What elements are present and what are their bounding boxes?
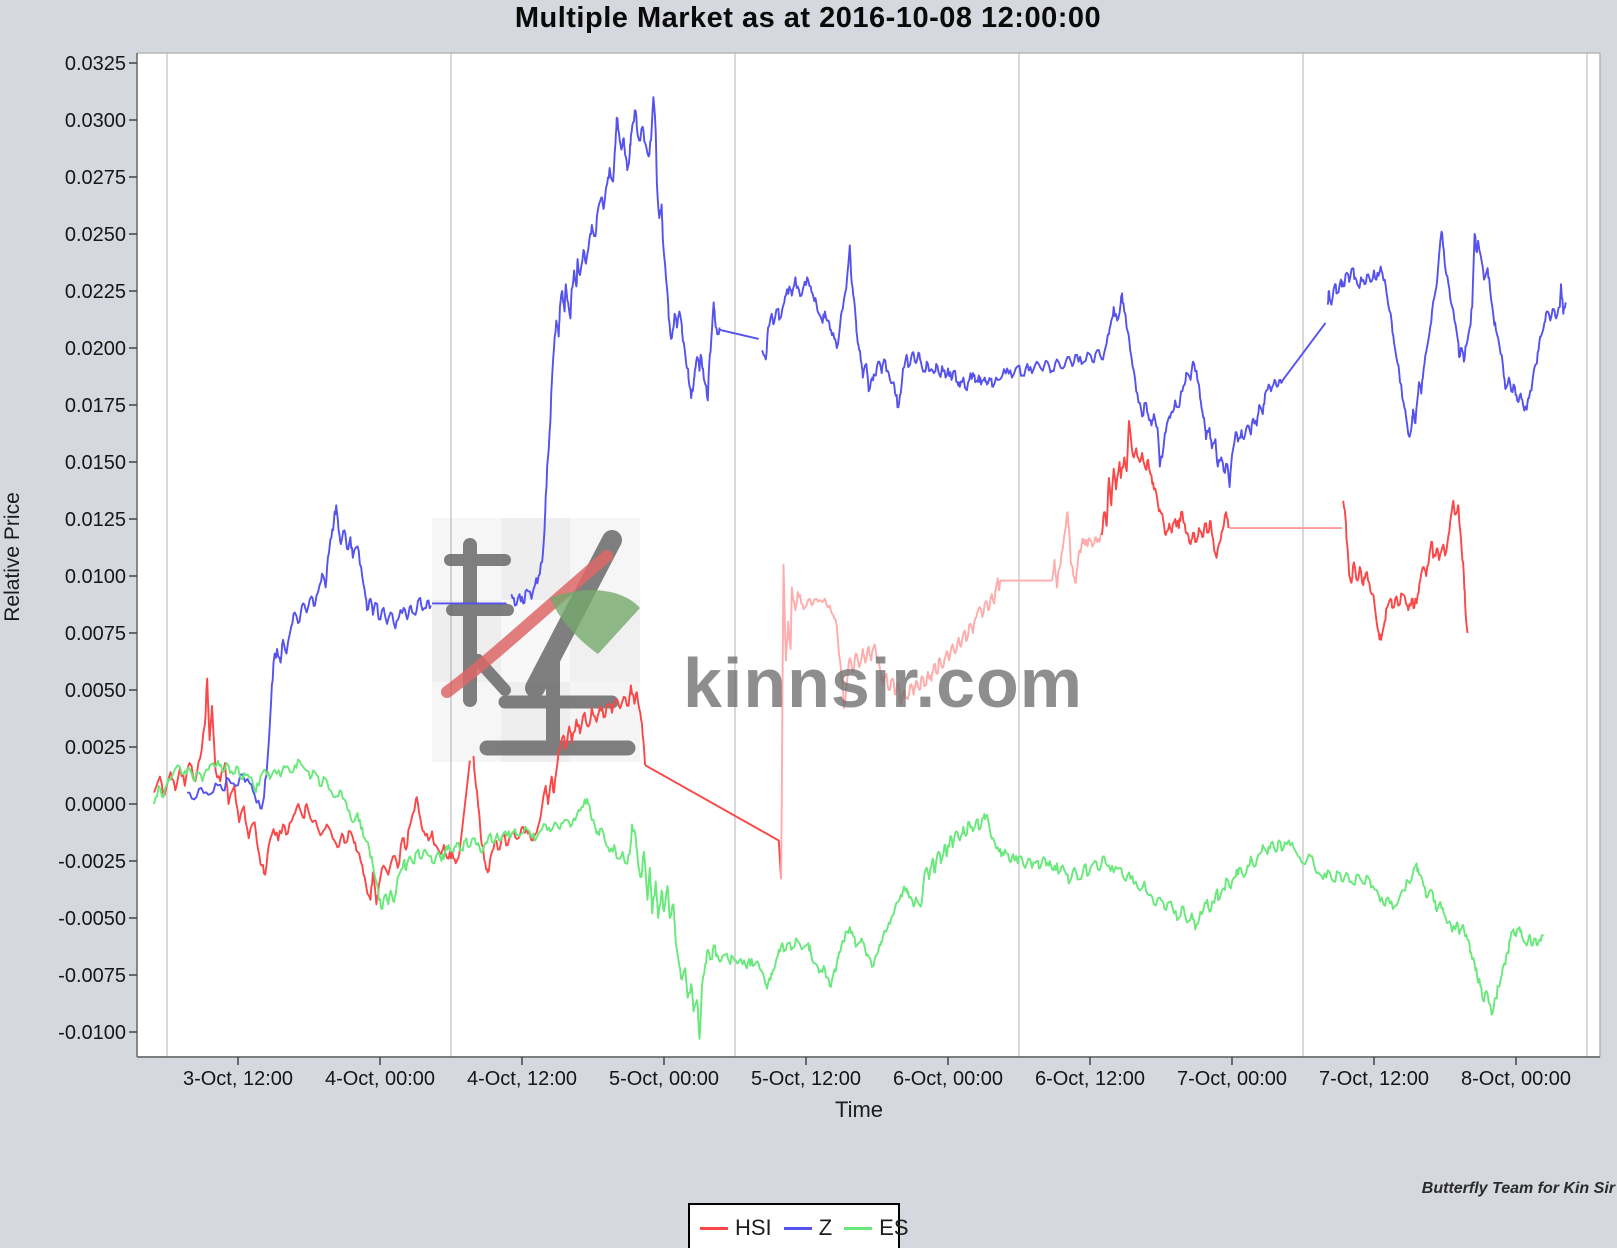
legend-item-es: ES <box>844 1215 909 1240</box>
y-tick-label: 0.0175 <box>65 395 126 417</box>
y-tick-label: 0.0025 <box>65 737 126 759</box>
kin-logo-strokes <box>441 530 640 756</box>
series-es-line <box>153 758 1544 1040</box>
legend: HSI Z ES <box>688 1203 909 1248</box>
x-tick-label: 4-Oct, 12:00 <box>467 1068 577 1090</box>
plot-background <box>137 53 1600 1057</box>
y-tick-label: -0.0075 <box>58 965 126 987</box>
x-axis-title: Time <box>834 1097 884 1122</box>
watermark-text: kinnsir.com <box>683 644 1083 722</box>
y-tick-label: -0.0050 <box>58 908 126 930</box>
y-tick-label: 0.0100 <box>65 566 126 588</box>
legend-item-z: Z <box>783 1215 833 1240</box>
x-tick-label: 4-Oct, 00:00 <box>325 1068 435 1090</box>
y-tick-label: -0.0100 <box>58 1022 126 1044</box>
y-tick-label: 0.0275 <box>65 167 126 189</box>
credit-text: Butterfly Team for Kin Sir <box>1421 1180 1615 1197</box>
y-tick-label: -0.0025 <box>58 851 126 873</box>
x-tick-label: 6-Oct, 12:00 <box>1035 1068 1145 1090</box>
y-tick-label: 0.0000 <box>65 794 126 816</box>
y-tick-label: 0.0300 <box>65 110 126 132</box>
y-tick-label: 0.0325 <box>65 53 126 75</box>
x-tick-label: 6-Oct, 00:00 <box>893 1068 1003 1090</box>
series-hsi-line <box>153 420 1469 906</box>
es-line-swatch <box>844 1226 873 1230</box>
y-tick-label: 0.0225 <box>65 281 126 303</box>
y-tick-label: 0.0200 <box>65 338 126 360</box>
y-tick-label: 0.0075 <box>65 623 126 645</box>
z-line-swatch <box>783 1226 812 1230</box>
legend-label: ES <box>879 1215 909 1240</box>
y-tick-label: 0.0050 <box>65 680 126 702</box>
page-title: Multiple Market as at 2016-10-08 12:00:0… <box>514 2 1102 34</box>
y-tick-label: 0.0125 <box>65 509 126 531</box>
y-tick-label: 0.0250 <box>65 224 126 246</box>
legend-label: Z <box>818 1215 833 1240</box>
x-tick-label: 7-Oct, 00:00 <box>1177 1068 1287 1090</box>
logo-green-stroke <box>550 590 640 654</box>
series-z-line <box>187 96 1567 810</box>
y-axis-title: Relative Price <box>1 492 24 622</box>
logo-red-stroke <box>441 550 613 698</box>
x-tick-label: 8-Oct, 00:00 <box>1461 1068 1571 1090</box>
legend-label: HSI <box>735 1215 772 1240</box>
x-tick-label: 3-Oct, 12:00 <box>183 1068 293 1090</box>
hsi-line-swatch <box>700 1226 728 1230</box>
x-tick-label: 5-Oct, 00:00 <box>609 1068 719 1090</box>
x-tick-label: 5-Oct, 12:00 <box>751 1068 861 1090</box>
x-tick-label: 7-Oct, 12:00 <box>1319 1068 1429 1090</box>
legend-item-hsi: HSI <box>700 1217 772 1239</box>
y-tick-label: 0.0150 <box>65 452 126 474</box>
